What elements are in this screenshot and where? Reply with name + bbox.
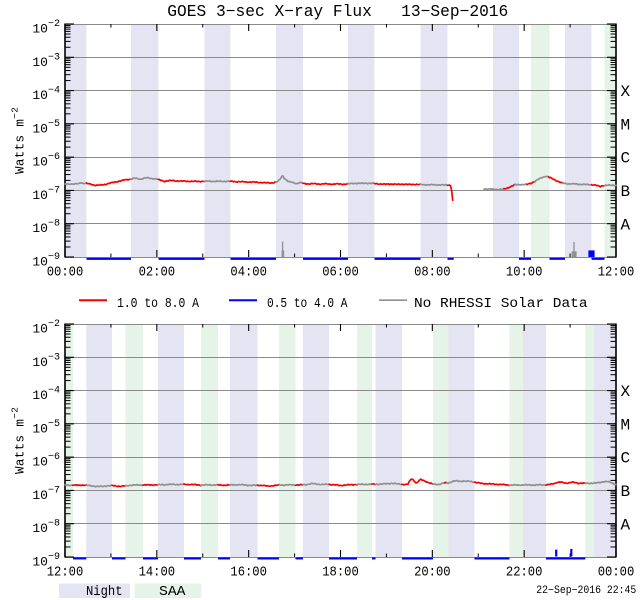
svg-text:16:00: 16:00: [230, 565, 267, 581]
svg-text:12:00: 12:00: [598, 265, 635, 281]
svg-text:A: A: [620, 516, 630, 534]
svg-text:00:00: 00:00: [47, 265, 84, 281]
svg-text:22−Sep−2016 22:45: 22−Sep−2016 22:45: [536, 585, 636, 597]
svg-text:B: B: [620, 183, 630, 201]
svg-text:12:00: 12:00: [47, 565, 84, 581]
svg-text:04:00: 04:00: [230, 265, 267, 281]
svg-text:GOES 3−sec X−ray Flux 13−Sep: GOES 3−sec X−ray Flux 13−Sep−2016: [167, 2, 508, 21]
svg-text:0.5 to 4.0 A: 0.5 to 4.0 A: [267, 297, 348, 312]
svg-text:08:00: 08:00: [414, 265, 451, 281]
svg-text:14:00: 14:00: [139, 565, 176, 581]
svg-text:No RHESSI Solar Data: No RHESSI Solar Data: [414, 297, 588, 312]
svg-text:02:00: 02:00: [139, 265, 176, 281]
svg-text:X: X: [620, 383, 630, 401]
svg-text:C: C: [620, 150, 630, 168]
svg-text:00:00: 00:00: [598, 565, 635, 581]
svg-text:Night: Night: [86, 585, 123, 600]
svg-text:22:00: 22:00: [506, 565, 543, 581]
svg-text:C: C: [620, 450, 630, 468]
svg-text:X: X: [620, 83, 630, 101]
svg-text:06:00: 06:00: [322, 265, 359, 281]
svg-text:Watts m−2: Watts m−2: [10, 107, 28, 174]
svg-text:B: B: [620, 483, 630, 501]
svg-text:M: M: [620, 416, 630, 434]
svg-text:A: A: [620, 216, 630, 234]
svg-text:M: M: [620, 116, 630, 134]
svg-text:18:00: 18:00: [322, 565, 359, 581]
svg-text:20:00: 20:00: [414, 565, 451, 581]
svg-text:10:00: 10:00: [506, 265, 543, 281]
svg-text:SAA: SAA: [159, 585, 186, 600]
svg-text:Watts m−2: Watts m−2: [10, 407, 28, 474]
svg-text:1.0 to 8.0 A: 1.0 to 8.0 A: [117, 297, 200, 312]
